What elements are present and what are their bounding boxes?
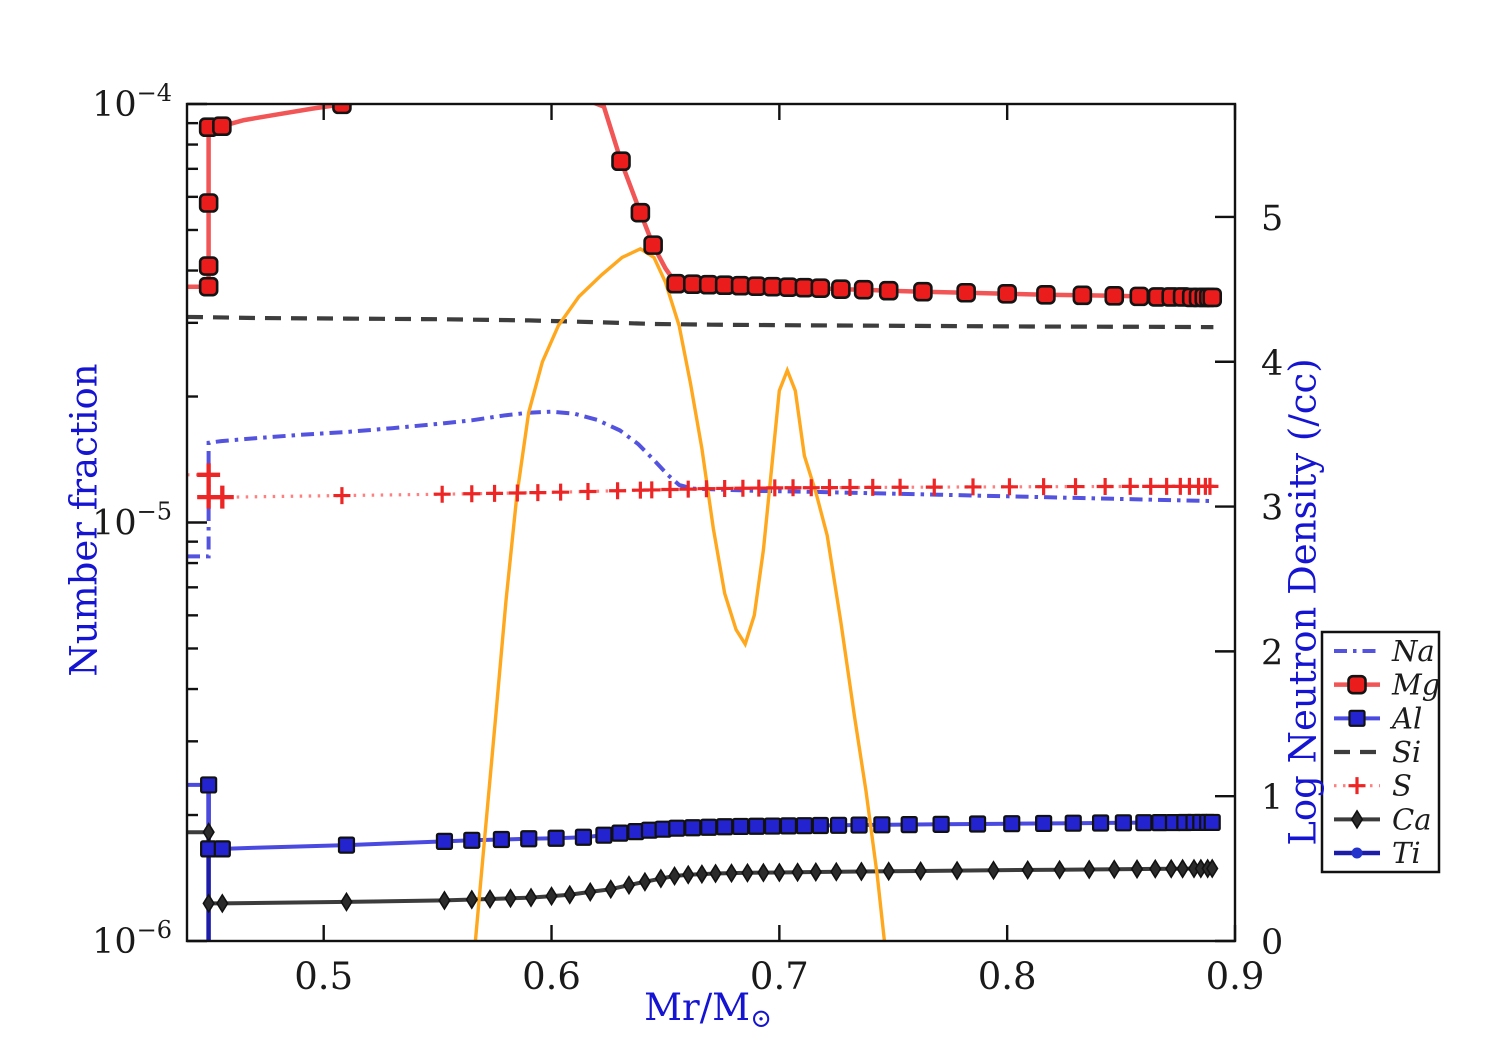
tick-labels: 0.5 0.6 0.7 0.8 0.9 10−4 10−5 10−6 0 1 2 3 4 5 [92,79,1283,998]
legend-label: S [1392,769,1412,803]
left-y-tick-label: 10−4 [92,79,172,125]
right-y-tick-label: 3 [1261,489,1283,529]
series-Al-markers [200,776,1221,858]
right-y-tick-label: 4 [1261,344,1283,384]
sun-symbol: ⊙ [750,1004,772,1034]
series-Si-line [188,314,1214,330]
legend-label: Al [1389,701,1422,735]
series-S-markers [197,463,1219,509]
series-neutron_density-line [473,246,887,940]
series-Mg-markers [198,105,1223,308]
axes [185,102,1237,943]
legend-item-Na: Na [1334,634,1435,668]
x-tick-label: 0.9 [1206,955,1265,998]
legend-item-Ca: Ca [1334,802,1431,836]
x-tick-label: 0.8 [978,955,1037,998]
x-tick-label: 0.6 [522,955,581,998]
legend-label: Na [1391,634,1435,668]
series-Mg-line [188,105,1213,300]
right-y-tick-label: 1 [1261,778,1283,818]
left-y-axis-label: Number fraction [62,363,106,677]
legend-item-Ti: Ti [1334,836,1421,870]
legend-label: Ti [1392,836,1421,870]
left-y-tick-label: 10−6 [92,916,172,962]
series-Na-line [188,409,1214,559]
legend-label: Si [1392,735,1421,769]
x-tick-label: 0.5 [294,955,353,998]
series-layer [188,105,1223,940]
legend-item-Si: Si [1334,735,1421,769]
legend-item-Al: Al [1334,701,1422,735]
legend-item-Mg: Mg [1334,668,1440,702]
right-y-tick-label: 5 [1261,199,1283,239]
x-axis-label-main: Mr/M [644,986,751,1029]
x-axis-label: Mr/M⊙ [644,986,772,1034]
right-y-axis-label: Log Neutron Density (/cc) [1281,358,1325,846]
right-y-tick-label: 2 [1261,633,1283,673]
series-Ca-markers [202,822,1219,914]
legend-label: Mg [1391,668,1440,702]
left-y-tick-label: 10−5 [92,498,172,544]
legend-item-S: S [1334,769,1412,803]
legend-label: Ca [1392,802,1431,836]
x-tick-label: 0.7 [750,955,809,998]
right-y-tick-label: 0 [1261,923,1283,963]
